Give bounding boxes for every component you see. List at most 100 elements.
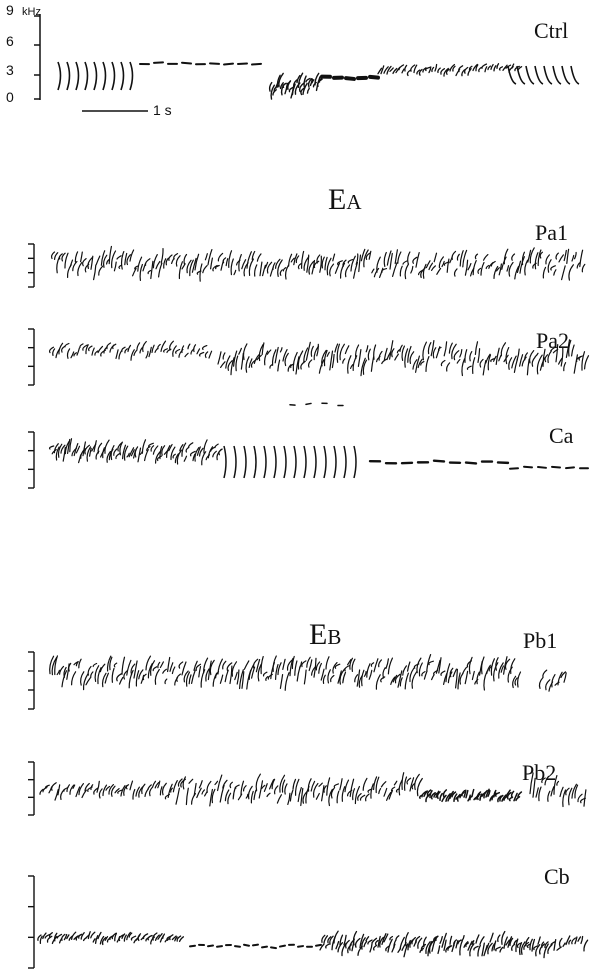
pa2-trace-b-stroke bbox=[432, 347, 437, 359]
pa1-trace-stroke bbox=[61, 252, 66, 262]
ca-trace-a-stroke bbox=[67, 438, 71, 454]
pb2-trace-b-stroke bbox=[148, 786, 153, 797]
pb1-trace-stroke bbox=[178, 661, 184, 669]
pb2-trace-c-stroke bbox=[485, 788, 490, 798]
pb1-trace-stroke bbox=[411, 671, 418, 689]
pb1-trace-stroke bbox=[154, 668, 160, 685]
pb1-trace-stroke bbox=[241, 671, 245, 689]
pb1-trace-stroke bbox=[325, 656, 330, 670]
cb-trace-b-stroke bbox=[543, 943, 549, 959]
pa2-trace-a-stroke bbox=[48, 346, 55, 354]
pa2-trace-b-stroke bbox=[417, 358, 423, 369]
pa1-trace-stroke bbox=[194, 253, 200, 271]
cb-trace-b-stroke bbox=[403, 943, 409, 958]
cb-trace-b-stroke bbox=[372, 944, 378, 951]
pb2-trace-a-stroke bbox=[75, 786, 81, 798]
pb1-trace-stroke bbox=[219, 674, 224, 684]
pb1-trace-stroke bbox=[181, 661, 187, 676]
pa1-trace-stroke bbox=[178, 261, 183, 280]
pb1-trace-stroke bbox=[392, 674, 398, 683]
pa1-trace-stroke bbox=[581, 263, 586, 273]
pb2-trace-b-stroke bbox=[269, 779, 275, 790]
ca-end-dashes-dash bbox=[523, 465, 533, 469]
cb-dashes-dash bbox=[207, 944, 214, 948]
ctrl-ramp2-stroke bbox=[490, 63, 494, 70]
pb1-trace-stroke bbox=[289, 657, 294, 677]
cb-dashes-dash bbox=[297, 945, 304, 948]
ca-arc bbox=[333, 445, 337, 479]
ctrl-dense-block-stroke bbox=[287, 80, 291, 90]
pa1-trace-stroke bbox=[58, 253, 63, 260]
pa2-trace-b-stroke bbox=[412, 359, 418, 370]
pa1-trace-stroke bbox=[204, 253, 208, 261]
ctrl-arc bbox=[57, 61, 62, 91]
pa2-trace-a-stroke bbox=[187, 343, 191, 350]
cb-trace-b-stroke bbox=[449, 935, 453, 945]
pa2-trace-b-stroke bbox=[578, 355, 583, 361]
cb-trace-b-stroke bbox=[507, 936, 513, 948]
ctrl-ramp2-stroke bbox=[478, 66, 482, 73]
pa1-trace-stroke bbox=[77, 262, 83, 277]
pb2-trace-a-stroke bbox=[78, 783, 84, 796]
pa2-trace-b-stroke bbox=[222, 352, 226, 360]
pa2-trace-b-stroke bbox=[498, 354, 502, 362]
pa2-trace-b-stroke bbox=[485, 353, 491, 364]
pa1-trace-stroke bbox=[106, 259, 110, 265]
ca-arc bbox=[243, 445, 247, 479]
pa2-trace-b-stroke bbox=[519, 354, 524, 367]
pb2-trace-a-stroke bbox=[105, 785, 111, 791]
pb2-trace-c-stroke bbox=[515, 796, 521, 802]
pa2-trace-a-stroke bbox=[82, 344, 88, 351]
pb2-trace-b-stroke bbox=[198, 780, 203, 789]
pb2-trace-b-stroke bbox=[263, 783, 268, 792]
pa1-trace-stroke bbox=[422, 263, 427, 279]
ctrl-ramp2-stroke bbox=[481, 63, 488, 69]
ca-trace-a-stroke bbox=[172, 453, 176, 459]
pb1-trace-stroke bbox=[339, 668, 346, 685]
pa1-trace-stroke bbox=[514, 265, 520, 280]
ca-trace-a-stroke bbox=[86, 446, 92, 462]
pb2-trace-d-stroke bbox=[559, 786, 564, 798]
ctrl-dense-block-stroke bbox=[268, 81, 273, 92]
pb2-trace-d-stroke bbox=[541, 777, 546, 784]
ca-trace-a-stroke bbox=[156, 455, 163, 462]
pa1-trace-stroke bbox=[542, 266, 547, 279]
pb2-trace-a-stroke bbox=[72, 784, 76, 789]
cb-trace-b-stroke bbox=[538, 943, 546, 955]
cb-dashes-dash bbox=[216, 945, 223, 948]
cb-trace-b-stroke bbox=[427, 940, 433, 957]
pb1-trace-stroke bbox=[514, 677, 518, 686]
pb1-trace-stroke bbox=[399, 677, 403, 687]
cb-trace-b-stroke bbox=[369, 942, 373, 953]
pb2-trace-c-stroke bbox=[445, 793, 451, 802]
pb1-trace-end bbox=[538, 669, 567, 692]
pb2-trace-b-stroke bbox=[349, 778, 355, 798]
pb1-trace-stroke bbox=[252, 658, 259, 670]
pb1-trace-stroke bbox=[262, 671, 268, 677]
pb1-trace-stroke bbox=[306, 656, 311, 668]
cb-trace-a-stroke bbox=[150, 936, 156, 945]
pb1-trace-stroke bbox=[382, 667, 386, 679]
pa2-trace-b-stroke bbox=[303, 347, 309, 364]
cb-trace-b-stroke bbox=[363, 940, 368, 948]
pb2-trace-b-stroke bbox=[318, 782, 323, 787]
pa2-trace-b-stroke bbox=[425, 356, 430, 372]
pa1-trace-stroke bbox=[191, 257, 197, 273]
pa1-trace-stroke bbox=[397, 251, 402, 264]
cb-trace-a-stroke bbox=[121, 933, 126, 940]
pa1-trace-stroke bbox=[207, 249, 213, 266]
pb1-trace-stroke bbox=[92, 662, 98, 668]
pb2-trace-d-stroke bbox=[583, 789, 587, 807]
pb2-trace-b-stroke bbox=[375, 776, 380, 794]
cb-trace-b-stroke bbox=[321, 934, 326, 943]
pa1-trace-stroke bbox=[155, 260, 161, 270]
pa1-trace-stroke bbox=[303, 256, 310, 271]
pa1-trace-stroke bbox=[147, 270, 152, 275]
pa1-trace-stroke bbox=[467, 263, 472, 271]
pb2-trace-b-stroke bbox=[401, 772, 405, 790]
cb-trace-a-stroke bbox=[42, 932, 47, 940]
pa2-trace-b-stroke bbox=[568, 339, 572, 357]
pa2-trace-b-stroke bbox=[248, 358, 253, 368]
frequency-unit-label: kHz bbox=[22, 6, 41, 18]
pa2-trace-b-stroke bbox=[318, 359, 325, 374]
